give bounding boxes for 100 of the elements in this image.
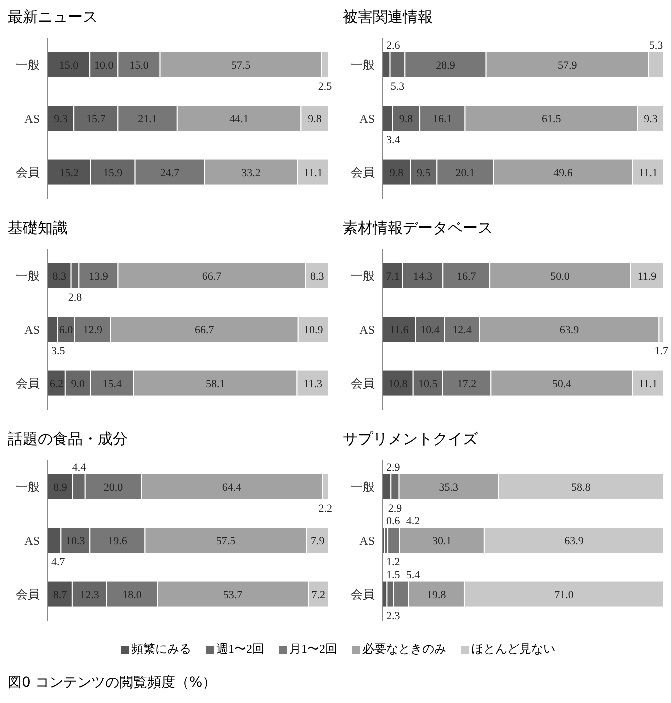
data-label: 9.8 bbox=[399, 114, 414, 126]
data-label: 58.1 bbox=[206, 378, 226, 390]
data-label: 11.1 bbox=[639, 167, 658, 180]
data-label: 17.2 bbox=[457, 378, 477, 390]
chart-title: 基礎知識 bbox=[8, 219, 69, 239]
legend-label: 月1〜2回 bbox=[288, 641, 338, 658]
data-label: 12.4 bbox=[452, 324, 472, 337]
data-label: 3.4 bbox=[386, 134, 401, 147]
data-label: 11.3 bbox=[304, 378, 324, 390]
data-label: 28.9 bbox=[436, 60, 456, 72]
data-label: 58.8 bbox=[571, 482, 592, 494]
data-label: 2.2 bbox=[318, 502, 333, 515]
data-label: 10.3 bbox=[66, 536, 86, 548]
data-label: 24.7 bbox=[160, 167, 180, 180]
data-label: 50.4 bbox=[552, 378, 572, 390]
chart-title: 被害関連情報 bbox=[343, 8, 434, 28]
data-label: 11.9 bbox=[638, 270, 658, 283]
data-label: 10.0 bbox=[94, 60, 114, 72]
data-label: 15.0 bbox=[130, 60, 150, 72]
data-label: 1.2 bbox=[386, 556, 400, 569]
y-tick-label: 会員 bbox=[351, 165, 375, 180]
y-tick-label: 一般 bbox=[16, 269, 40, 284]
data-label: 19.8 bbox=[427, 589, 447, 602]
data-label: 13.9 bbox=[89, 270, 109, 283]
data-label: 2.9 bbox=[388, 502, 403, 515]
data-label: 8.3 bbox=[310, 270, 325, 283]
data-label: 63.9 bbox=[560, 324, 580, 337]
y-tick-label: 一般 bbox=[351, 58, 375, 72]
data-label: 0.6 bbox=[386, 516, 401, 528]
data-label: 2.3 bbox=[386, 610, 401, 622]
y-tick-label: 一般 bbox=[16, 58, 40, 72]
y-tick-label: 会員 bbox=[16, 587, 40, 602]
chart-title: 素材情報データベース bbox=[343, 219, 494, 239]
data-label: 9.3 bbox=[644, 114, 658, 126]
y-tick-label: 会員 bbox=[16, 165, 40, 180]
data-label: 57.5 bbox=[216, 536, 236, 548]
data-label: 71.0 bbox=[554, 589, 574, 602]
data-label: 66.7 bbox=[202, 270, 222, 283]
data-label: 57.9 bbox=[558, 60, 578, 72]
y-tick-label: AS bbox=[360, 534, 375, 548]
data-label: 44.1 bbox=[230, 114, 249, 126]
data-label: 7.9 bbox=[311, 536, 326, 548]
y-tick-label: 会員 bbox=[16, 376, 40, 390]
data-label: 5.4 bbox=[406, 569, 421, 582]
data-label: 49.6 bbox=[554, 167, 574, 180]
data-label: 4.7 bbox=[52, 556, 66, 569]
data-label: 7.2 bbox=[312, 589, 326, 602]
data-label: 6.0 bbox=[59, 324, 74, 337]
data-label: 64.4 bbox=[222, 482, 242, 494]
data-label: 20.1 bbox=[456, 167, 476, 180]
data-label: 15.9 bbox=[103, 167, 124, 180]
y-tick-label: AS bbox=[360, 322, 375, 337]
chart-title: 最新ニュース bbox=[8, 8, 99, 28]
data-label: 1.7 bbox=[654, 346, 669, 358]
data-label: 2.6 bbox=[386, 40, 401, 52]
data-label: 66.7 bbox=[195, 324, 215, 337]
y-tick-label: 会員 bbox=[351, 376, 375, 390]
data-label: 2.8 bbox=[68, 292, 83, 304]
data-label: 33.2 bbox=[242, 167, 261, 180]
data-label: 4.4 bbox=[72, 462, 87, 474]
data-label: 15.7 bbox=[86, 114, 106, 126]
chart-title: サプリメントクイズ bbox=[343, 430, 479, 450]
data-label: 12.3 bbox=[80, 589, 100, 602]
data-label: 11.1 bbox=[304, 167, 323, 180]
legend-label: 頻繁にみる bbox=[130, 641, 192, 658]
data-label: 15.4 bbox=[102, 378, 122, 390]
y-tick-label: AS bbox=[360, 112, 375, 126]
data-label: 19.6 bbox=[108, 536, 128, 548]
data-label: 2.5 bbox=[318, 80, 333, 93]
data-label: 10.5 bbox=[418, 378, 438, 390]
chart-title: 話題の食品・成分 bbox=[8, 430, 129, 450]
data-label: 9.5 bbox=[416, 167, 432, 180]
y-tick-label: 一般 bbox=[16, 480, 40, 494]
legend-label: 週1〜2回 bbox=[216, 641, 264, 658]
data-label: 14.3 bbox=[413, 270, 434, 283]
data-label: 12.9 bbox=[83, 324, 103, 337]
data-label: 5.3 bbox=[390, 80, 406, 93]
legend-label: 必要なときのみ bbox=[362, 641, 446, 658]
y-tick-label: AS bbox=[24, 322, 40, 337]
data-label: 30.1 bbox=[432, 536, 452, 548]
data-label: 10.9 bbox=[304, 324, 324, 337]
data-label: 61.5 bbox=[542, 114, 562, 126]
data-label: 5.3 bbox=[649, 40, 664, 52]
y-tick-label: AS bbox=[24, 534, 40, 548]
data-label: 18.0 bbox=[122, 589, 142, 602]
data-label: 9.8 bbox=[308, 114, 322, 126]
data-label: 53.7 bbox=[223, 589, 244, 602]
data-label: 20.0 bbox=[104, 482, 124, 494]
y-tick-label: AS bbox=[24, 112, 40, 126]
data-label: 35.3 bbox=[439, 482, 460, 494]
data-label: 16.7 bbox=[456, 270, 477, 283]
data-label: 2.9 bbox=[386, 462, 401, 474]
data-label: 4.2 bbox=[406, 516, 420, 528]
data-label: 11.1 bbox=[638, 378, 658, 390]
data-label: 10.4 bbox=[420, 324, 440, 337]
y-tick-label: 会員 bbox=[351, 587, 375, 602]
data-label: 1.5 bbox=[386, 569, 401, 582]
data-label: 16.1 bbox=[433, 114, 452, 126]
legend-label: ほとんど見ない bbox=[470, 641, 556, 658]
data-label: 57.5 bbox=[231, 60, 252, 72]
